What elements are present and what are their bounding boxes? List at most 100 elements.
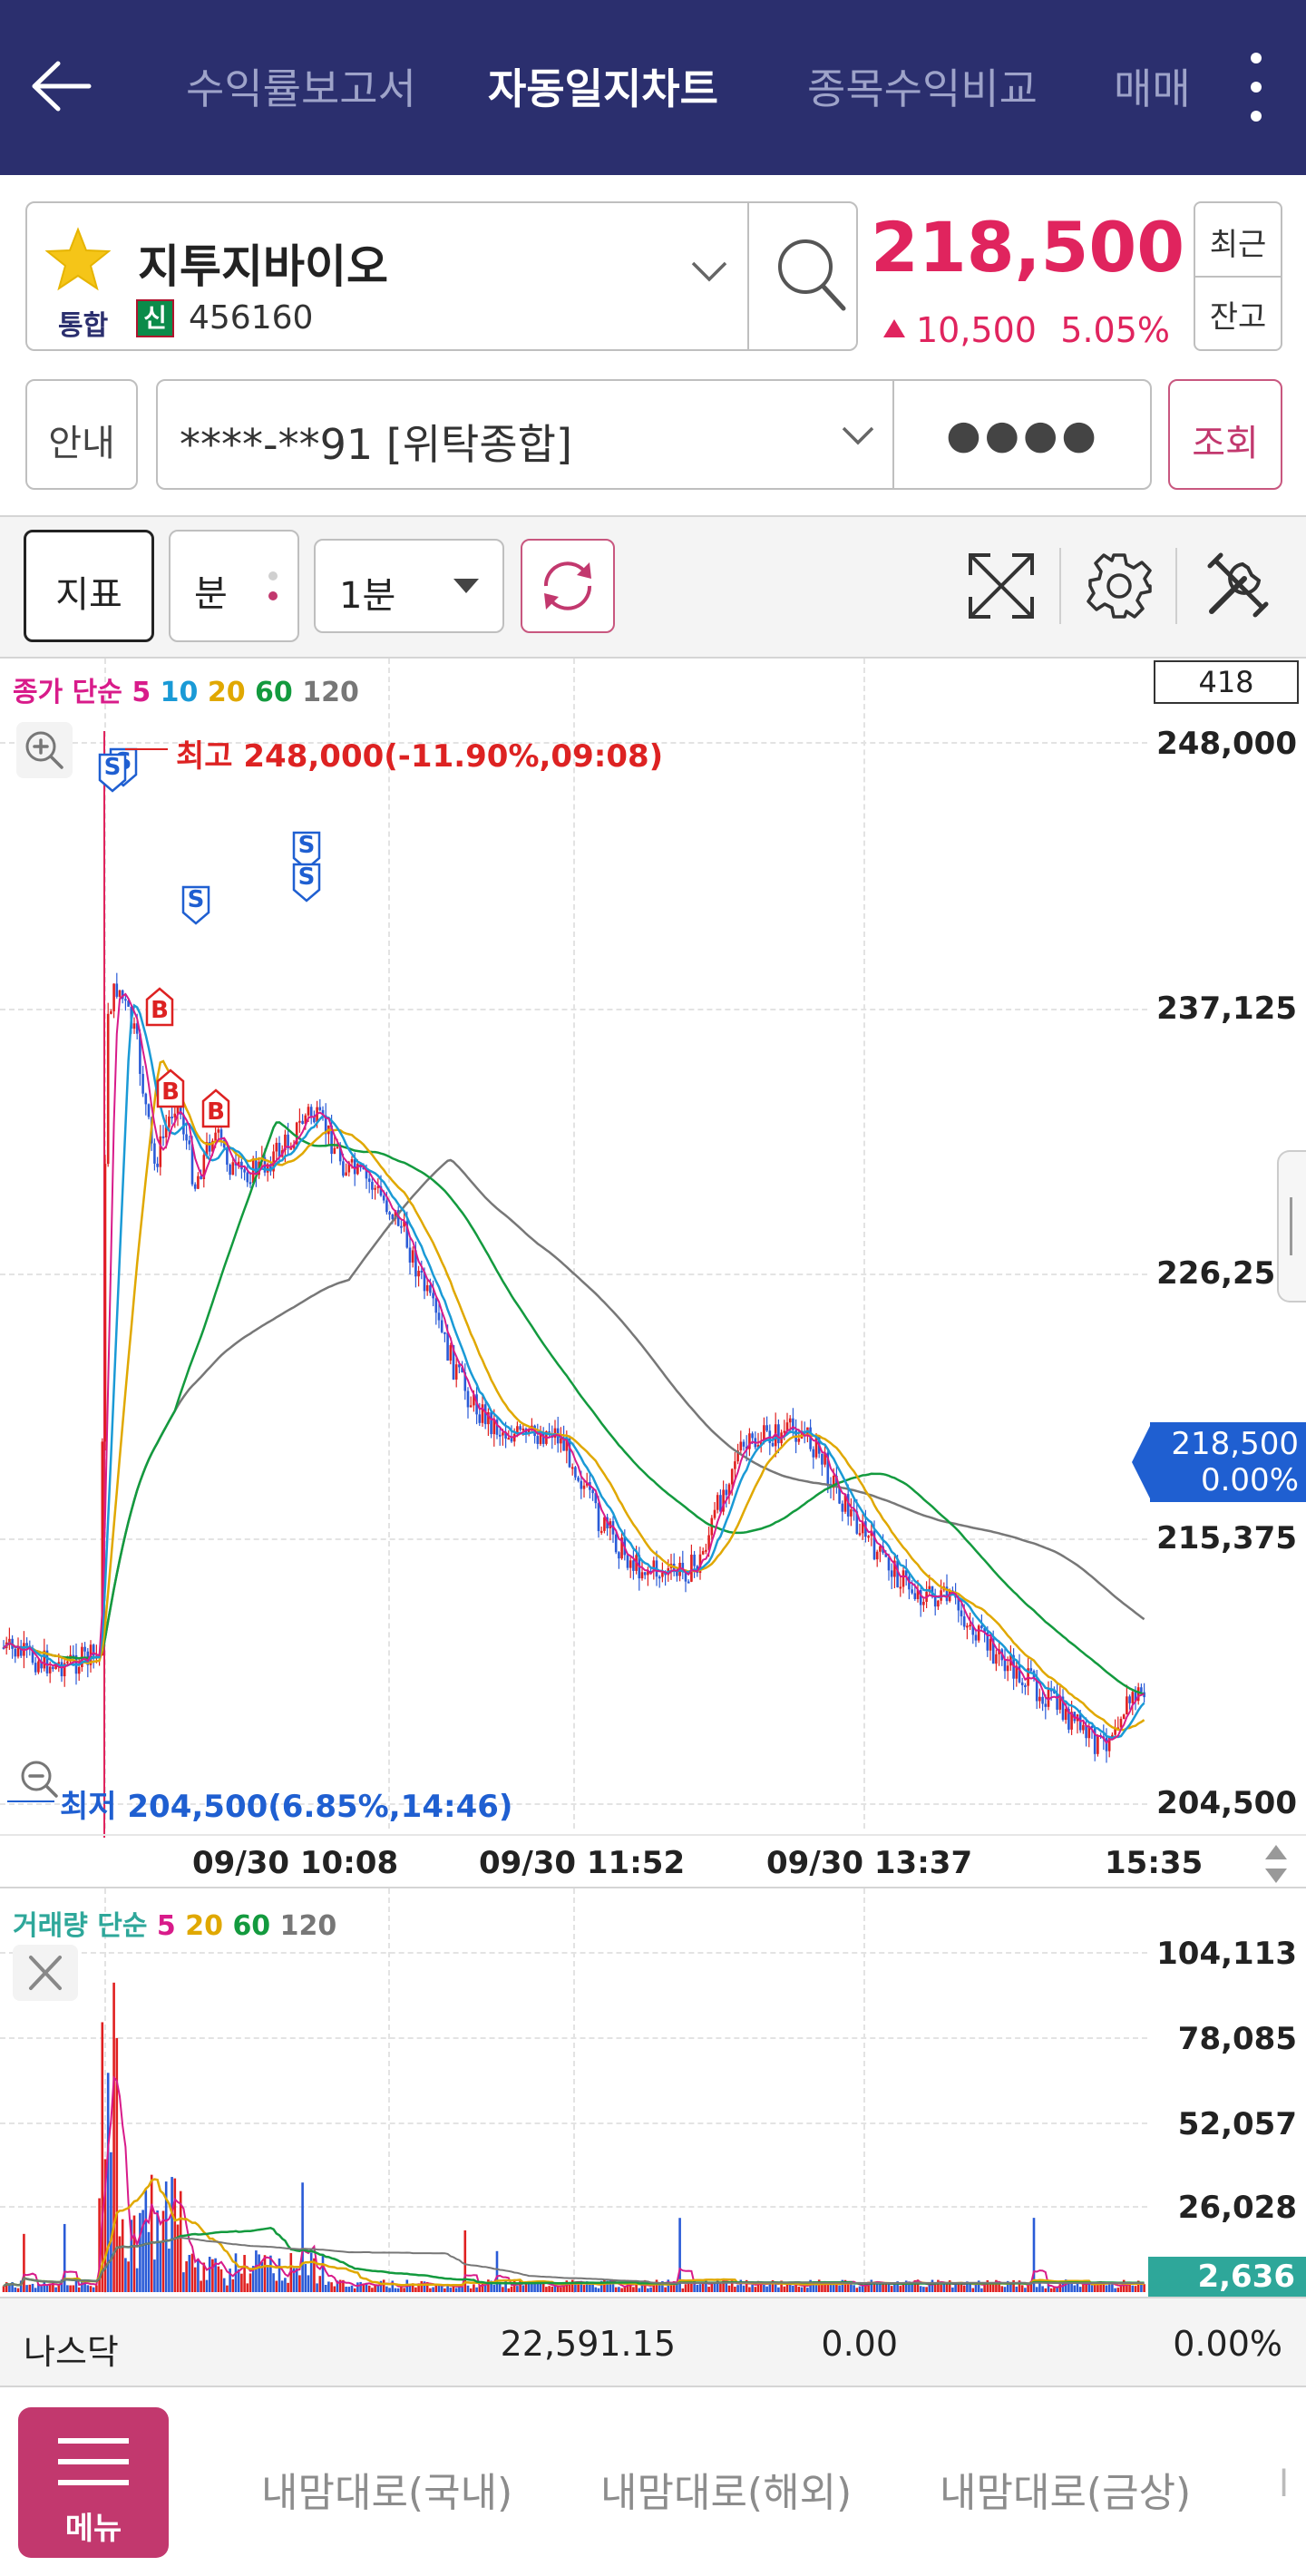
scroll-arrows-icon[interactable] <box>1262 1841 1290 1887</box>
star-icon[interactable] <box>45 227 111 292</box>
volume-bar <box>432 2287 434 2292</box>
unit-button[interactable]: 분 <box>169 530 299 642</box>
volume-bar <box>11 2282 14 2292</box>
candle-body <box>1096 1734 1099 1754</box>
balance-label[interactable]: 잔고 <box>1209 299 1267 336</box>
candle-body <box>507 1438 511 1440</box>
volume-bar <box>1056 2287 1058 2292</box>
password-field[interactable]: ●●●● <box>946 412 1100 458</box>
volume-bar <box>647 2288 649 2292</box>
candle-body <box>814 1436 818 1458</box>
candle-body <box>208 1141 211 1152</box>
volume-bar <box>516 2286 519 2292</box>
zoom-in-icon[interactable] <box>16 722 73 778</box>
volume-bar <box>367 2285 371 2292</box>
volume-bar <box>560 2287 562 2292</box>
stock-selector[interactable]: 지투지바이오 통합 신 456160 <box>25 201 858 351</box>
volume-bar <box>774 2282 777 2292</box>
x-tick: 15:35 <box>1105 1845 1204 1881</box>
chevron-down-icon[interactable] <box>689 258 729 285</box>
volume-bar <box>991 2282 995 2292</box>
volume-bar <box>95 2285 98 2292</box>
volume-bar <box>1041 2286 1044 2292</box>
volume-bar <box>478 2285 482 2292</box>
volume-bar <box>8 2285 11 2292</box>
volume-bar <box>716 2280 719 2292</box>
volume-bar <box>272 2273 275 2292</box>
tab-auto-journal-chart[interactable]: 자동일지차트 <box>488 64 718 113</box>
tools-icon[interactable] <box>1199 548 1275 624</box>
volume-bar <box>333 2286 336 2292</box>
candle-body <box>40 1661 43 1669</box>
volume-y-tick: 26,028 <box>1177 2190 1297 2226</box>
menu-button[interactable]: 메뉴 <box>18 2407 169 2558</box>
candle-body <box>1140 1687 1143 1693</box>
index-bar[interactable]: 나스닥 22,591.15 0.00 0.00% <box>0 2298 1306 2386</box>
volume-bar <box>63 2223 66 2292</box>
volume-bar <box>611 2283 615 2292</box>
side-drawer-handle[interactable] <box>1277 1150 1306 1303</box>
gear-icon[interactable] <box>1083 550 1155 622</box>
tab-stock-return-compare[interactable]: 종목수익비교 <box>807 64 1038 113</box>
candle-body <box>1006 1665 1009 1672</box>
tab-return-report[interactable]: 수익률보고서 <box>186 64 416 113</box>
volume-bar <box>690 2283 693 2292</box>
volume-bar <box>280 2280 284 2292</box>
candle-body <box>417 1271 420 1277</box>
account-selector[interactable]: ****-**91 [위탁종합] ●●●● <box>156 379 1152 490</box>
close-icon[interactable] <box>13 1945 78 2001</box>
zoom-out-icon[interactable] <box>16 1756 62 1801</box>
interval-select[interactable]: 1분 <box>314 539 504 633</box>
volume-bar <box>814 2284 818 2292</box>
current-price-tag-pct: 0.00% <box>1200 1462 1299 1498</box>
chevron-down-icon[interactable] <box>840 423 876 448</box>
volume-bar <box>922 2287 925 2292</box>
candle-body <box>144 1093 148 1105</box>
expand-icon[interactable] <box>963 548 1039 624</box>
candle-body <box>727 1484 731 1496</box>
volume-bar <box>783 2286 786 2292</box>
info-button[interactable]: 안내 <box>25 379 138 490</box>
price-legend[interactable]: 종가 단순 5 10 20 60 120 <box>13 669 359 709</box>
refresh-button[interactable] <box>521 539 615 633</box>
volume-bar <box>498 2281 502 2292</box>
volume-bar <box>904 2280 908 2292</box>
volume-bar <box>37 2283 40 2292</box>
volume-bar <box>330 2282 333 2292</box>
candle-body <box>374 1187 376 1190</box>
candle-body <box>884 1552 888 1557</box>
volume-bar <box>139 2212 141 2292</box>
tab-trade[interactable]: 매매 <box>1114 64 1191 113</box>
candle-body <box>338 1147 342 1162</box>
indicator-button[interactable]: 지표 <box>24 530 154 642</box>
candle-body <box>156 1163 159 1167</box>
volume-legend[interactable]: 거래량 단순 5 20 60 120 <box>13 1903 336 1943</box>
back-arrow-icon[interactable] <box>25 54 98 118</box>
volume-bar <box>179 2191 182 2292</box>
candle-body <box>893 1560 896 1577</box>
candle-body <box>307 1107 310 1116</box>
candle-body <box>298 1120 301 1123</box>
volume-bar <box>643 2279 647 2292</box>
tab-custom-derivatives[interactable]: 내맘대로(금상) <box>940 2470 1192 2516</box>
recent-label[interactable]: 최근 <box>1209 227 1267 263</box>
volume-bar <box>640 2285 644 2292</box>
more-vertical-icon[interactable] <box>1243 51 1270 123</box>
current-price-tag: 218,500 0.00% <box>1132 1422 1306 1502</box>
tab-custom-domestic[interactable]: 내맘대로(국내) <box>261 2470 513 2516</box>
candle-body <box>541 1433 545 1444</box>
volume-bar <box>188 2255 191 2292</box>
volume-bar <box>638 2288 641 2292</box>
tab-custom-overseas[interactable]: 내맘대로(해외) <box>600 2470 853 2516</box>
y-tick: 204,500 <box>1156 1785 1297 1821</box>
search-icon[interactable] <box>771 230 853 321</box>
query-button[interactable]: 조회 <box>1168 379 1282 490</box>
volume-bar <box>603 2279 606 2292</box>
recent-balance-toggle[interactable]: 최근 잔고 <box>1194 201 1282 351</box>
volume-bar <box>23 2233 25 2292</box>
volume-bar <box>853 2285 855 2292</box>
volume-bar <box>1076 2282 1079 2292</box>
candle-body <box>48 1666 52 1673</box>
account-number: ****-**91 [위탁종합] <box>180 420 572 469</box>
candle-body <box>333 1147 336 1155</box>
